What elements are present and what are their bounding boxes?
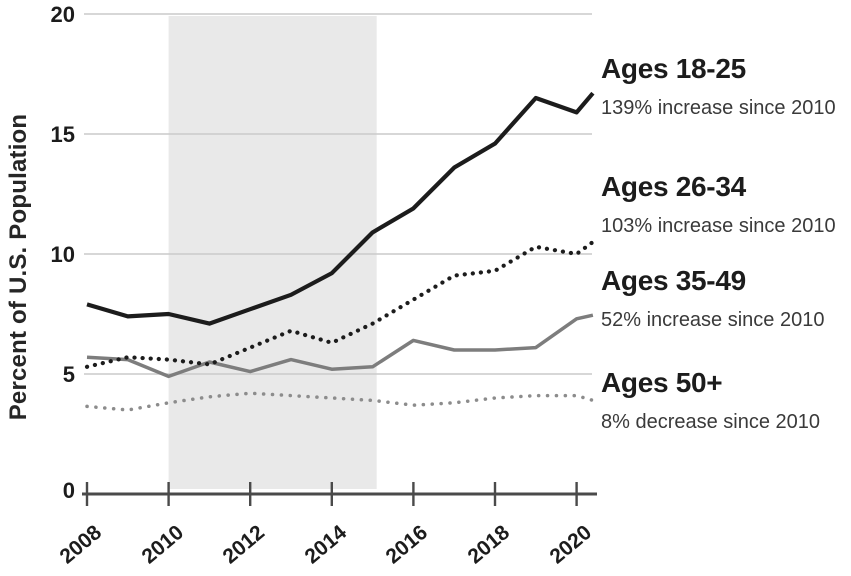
- y-tick-label-0: 0: [62, 478, 75, 503]
- series-line-ages-50-: [85, 391, 595, 412]
- legend-title: Ages 26-34: [601, 171, 746, 202]
- series-line-ages-26-34: [84, 239, 596, 369]
- legend-ages-35-49: Ages 35-49 52% increase since 2010: [601, 266, 851, 332]
- x-axis-line: [82, 492, 597, 496]
- legend-subtext: 52% increase since 2010: [601, 309, 825, 331]
- legend-ages-50-plus: Ages 50+ 8% decrease since 2010: [601, 368, 851, 434]
- gridline-y-10: [84, 253, 592, 255]
- legend-subtext: 8% decrease since 2010: [601, 411, 821, 433]
- gridline-y-20: [84, 13, 592, 15]
- legend-title: Ages 50+: [601, 367, 723, 398]
- series-line-ages-18-25: [86, 91, 595, 326]
- legend-subtext: 139% increase since 2010: [601, 97, 836, 119]
- legend-ages-26-34: Ages 26-34 103% increase since 2010: [601, 172, 851, 238]
- gridline-y-5: [84, 373, 592, 375]
- y-tick-label-5: 5: [62, 362, 75, 387]
- gridline-y-15: [84, 133, 592, 135]
- series-line-ages-35-49: [86, 313, 594, 379]
- legend-title: Ages 18-25: [601, 53, 746, 84]
- legend-ages-18-25: Ages 18-25 139% increase since 2010: [601, 54, 851, 120]
- y-tick-label-20: 20: [50, 2, 75, 27]
- y-tick-label-15: 15: [50, 122, 75, 147]
- legend-subtext: 103% increase since 2010: [601, 215, 836, 237]
- y-tick-label-10: 10: [50, 242, 75, 267]
- shaded-band-2010-2015: [168, 16, 377, 489]
- legend-title: Ages 35-49: [601, 265, 746, 296]
